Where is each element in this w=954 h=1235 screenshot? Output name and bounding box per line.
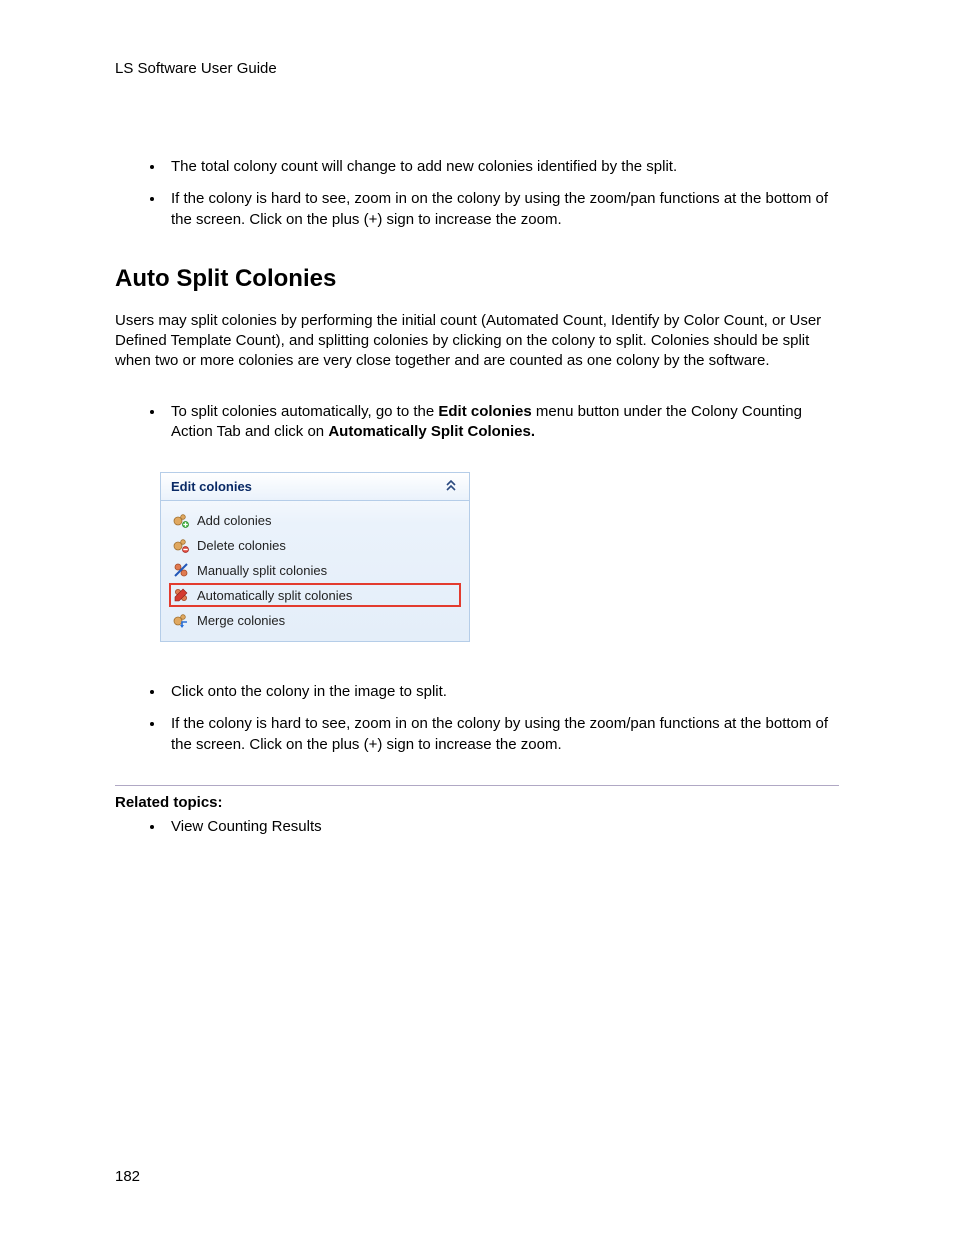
panel-body: Add colonies Delete colonies xyxy=(161,501,469,641)
delete-colonies-icon xyxy=(173,537,189,553)
panel-title-text: Edit colonies xyxy=(171,479,252,494)
related-topics-list: View Counting Results xyxy=(115,817,839,837)
page-number: 182 xyxy=(115,1168,140,1185)
chevron-up-icon[interactable] xyxy=(445,480,459,494)
menu-item-add-colonies[interactable]: Add colonies xyxy=(169,508,461,532)
list-item: Click onto the colony in the image to sp… xyxy=(165,682,839,702)
list-item: The total colony count will change to ad… xyxy=(165,157,839,177)
menu-item-label: Automatically split colonies xyxy=(197,588,352,603)
post-bullet-list: Click onto the colony in the image to sp… xyxy=(115,682,839,755)
top-bullet-list: The total colony count will change to ad… xyxy=(115,157,839,230)
menu-item-label: Delete colonies xyxy=(197,538,286,553)
page-header: LS Software User Guide xyxy=(115,60,839,77)
text-fragment: To split colonies automatically, go to t… xyxy=(171,403,438,420)
menu-item-label: Manually split colonies xyxy=(197,563,327,578)
menu-item-delete-colonies[interactable]: Delete colonies xyxy=(169,533,461,557)
section-heading: Auto Split Colonies xyxy=(115,265,839,293)
list-item: If the colony is hard to see, zoom in on… xyxy=(165,714,839,755)
edit-colonies-panel: Edit colonies A xyxy=(160,472,470,642)
merge-colonies-icon xyxy=(173,612,189,628)
section-intro: Users may split colonies by performing t… xyxy=(115,311,839,372)
panel-titlebar[interactable]: Edit colonies xyxy=(161,473,469,501)
menu-item-auto-split[interactable]: Automatically split colonies xyxy=(169,583,461,607)
related-topics-heading: Related topics: xyxy=(115,794,839,811)
list-item: To split colonies automatically, go to t… xyxy=(165,402,839,443)
list-item[interactable]: View Counting Results xyxy=(165,817,839,837)
divider xyxy=(115,785,839,786)
text-bold: Edit colonies xyxy=(438,403,531,420)
add-colonies-icon xyxy=(173,512,189,528)
text-bold: Automatically Split Colonies. xyxy=(328,423,535,440)
instruction-list: To split colonies automatically, go to t… xyxy=(115,402,839,443)
menu-item-label: Add colonies xyxy=(197,513,271,528)
list-item: If the colony is hard to see, zoom in on… xyxy=(165,189,839,230)
auto-split-icon xyxy=(173,587,189,603)
menu-item-label: Merge colonies xyxy=(197,613,285,628)
menu-item-manually-split[interactable]: Manually split colonies xyxy=(169,558,461,582)
manual-split-icon xyxy=(173,562,189,578)
menu-item-merge-colonies[interactable]: Merge colonies xyxy=(169,608,461,632)
